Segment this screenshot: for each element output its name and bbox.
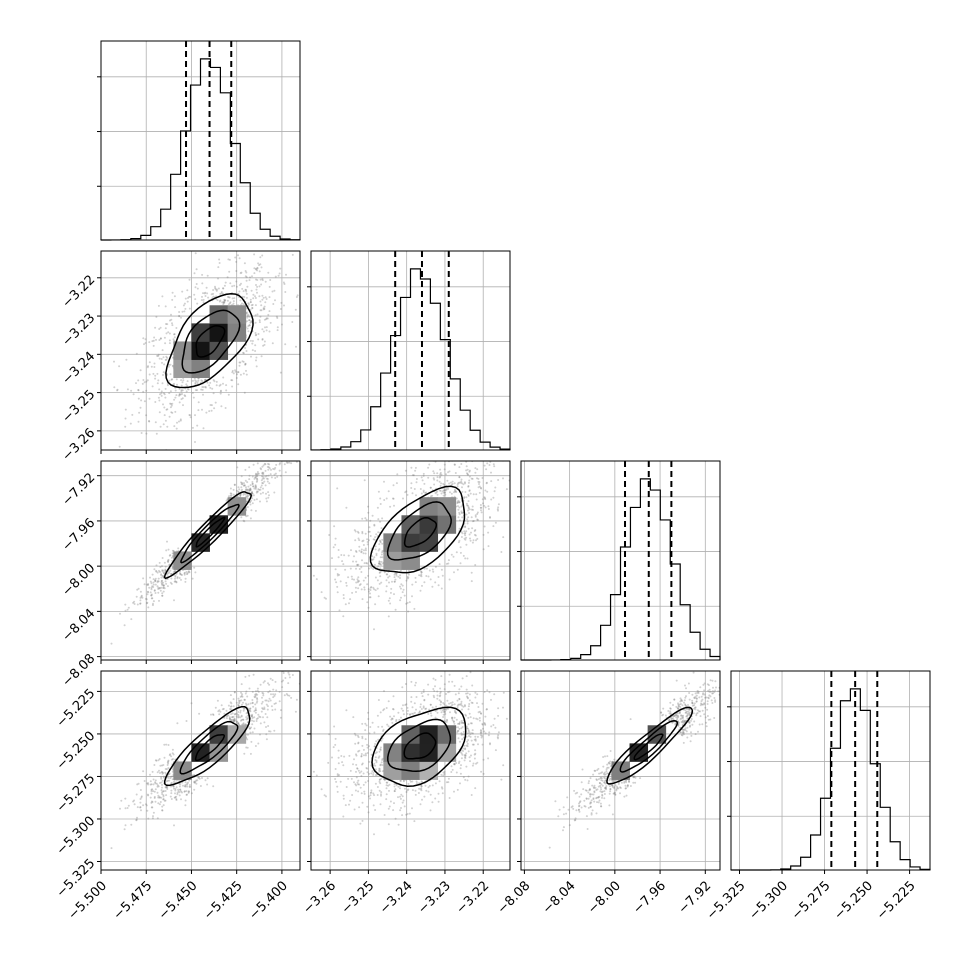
scatter-panel-4-2 — [307, 670, 511, 874]
hist-frame-3 — [520, 460, 721, 661]
scatter-panel-3-1 — [97, 460, 301, 664]
contour-2-1-1 — [195, 325, 226, 358]
x-tick-label-3-3: −8.00 — [585, 878, 624, 917]
histogram-1 — [100, 58, 301, 241]
contour-4-1-3 — [163, 705, 251, 787]
contour-3-2-1 — [403, 516, 438, 548]
y-tick-label-2-2: −3.25 — [60, 387, 99, 426]
contour-3-1-1 — [195, 516, 226, 548]
x-tick-label-4-5: −5.225 — [874, 878, 919, 923]
scatter-panel-2-1 — [97, 250, 301, 454]
contour-3-1-2 — [180, 503, 240, 564]
x-tick-label-2-2: −3.25 — [339, 878, 378, 917]
y-tick-label-4-3: −5.275 — [54, 771, 99, 816]
x-tick-label-4-3: −5.275 — [789, 878, 834, 923]
scatter-frame-3-1 — [100, 460, 301, 661]
y-tick-label-3-5: −7.92 — [60, 470, 99, 509]
hist-panel-4 — [727, 670, 931, 871]
contour-2-1-2 — [181, 309, 241, 374]
hist-panel-2 — [307, 250, 511, 451]
x-tick-label-1-2: −5.475 — [111, 878, 156, 923]
contour-4-2-1 — [403, 732, 437, 760]
y-tick-label-4-2: −5.300 — [54, 814, 99, 859]
scatter-panel-4-3 — [517, 670, 721, 874]
contour-3-2-3 — [369, 485, 466, 574]
y-tick-label-2-1: −3.26 — [60, 426, 99, 465]
y-tick-label-4-4: −5.250 — [54, 729, 99, 774]
scatter-frame-4-2 — [310, 670, 511, 871]
x-tick-label-3-2: −8.04 — [540, 878, 579, 917]
y-tick-label-3-3: −8.00 — [60, 561, 99, 600]
x-tick-label-4-1: −5.325 — [704, 878, 749, 923]
contour-4-2-2 — [387, 718, 452, 773]
hist-frame-4 — [730, 670, 931, 871]
histogram-2 — [310, 268, 511, 451]
y-tick-label-4-5: −5.225 — [54, 686, 99, 731]
x-tick-label-1-5: −5.400 — [246, 878, 291, 923]
contour-4-2-3 — [371, 706, 467, 787]
contour-4-3-1 — [633, 733, 664, 761]
x-tick-label-3-4: −7.96 — [630, 878, 669, 917]
contour-3-2-2 — [386, 501, 452, 561]
contour-4-1-1 — [194, 733, 225, 762]
x-tick-label-2-3: −3.24 — [377, 878, 416, 917]
scatter-frame-2-1 — [100, 250, 301, 451]
contour-4-3-2 — [619, 720, 679, 773]
contour-2-1-3 — [165, 292, 254, 389]
y-tick-label-2-4: −3.23 — [60, 311, 99, 350]
scatter-frame-4-1 — [100, 670, 301, 871]
y-tick-label-3-2: −8.04 — [60, 606, 99, 645]
scatter-panel-4-1 — [97, 670, 301, 874]
contour-3-1-3 — [163, 491, 252, 580]
x-tick-label-2-1: −3.26 — [300, 878, 339, 917]
x-tick-label-1-4: −5.425 — [201, 878, 246, 923]
scatter-frame-3-2 — [310, 460, 511, 661]
y-tick-label-3-4: −7.96 — [60, 516, 99, 555]
hist-panel-3 — [517, 460, 721, 661]
scatter-frame-4-3 — [520, 670, 721, 871]
x-tick-label-2-5: −3.22 — [453, 878, 492, 917]
x-tick-label-4-4: −5.250 — [831, 878, 876, 923]
scatter-panel-3-2 — [307, 460, 511, 664]
contour-4-3-3 — [606, 706, 694, 785]
y-tick-label-2-5: −3.22 — [60, 272, 99, 311]
hist-frame-2 — [310, 250, 511, 451]
x-tick-label-3-1: −8.08 — [495, 878, 534, 917]
hist-frame-1 — [100, 40, 301, 241]
x-tick-label-4-2: −5.300 — [746, 878, 791, 923]
histogram-3 — [521, 478, 721, 661]
x-tick-label-2-4: −3.23 — [415, 878, 454, 917]
y-tick-label-3-1: −8.08 — [60, 651, 99, 690]
x-tick-label-1-3: −5.450 — [156, 878, 201, 923]
hist-panel-1 — [97, 40, 301, 241]
y-tick-label-2-3: −3.24 — [60, 349, 99, 388]
contour-4-1-2 — [179, 720, 239, 775]
